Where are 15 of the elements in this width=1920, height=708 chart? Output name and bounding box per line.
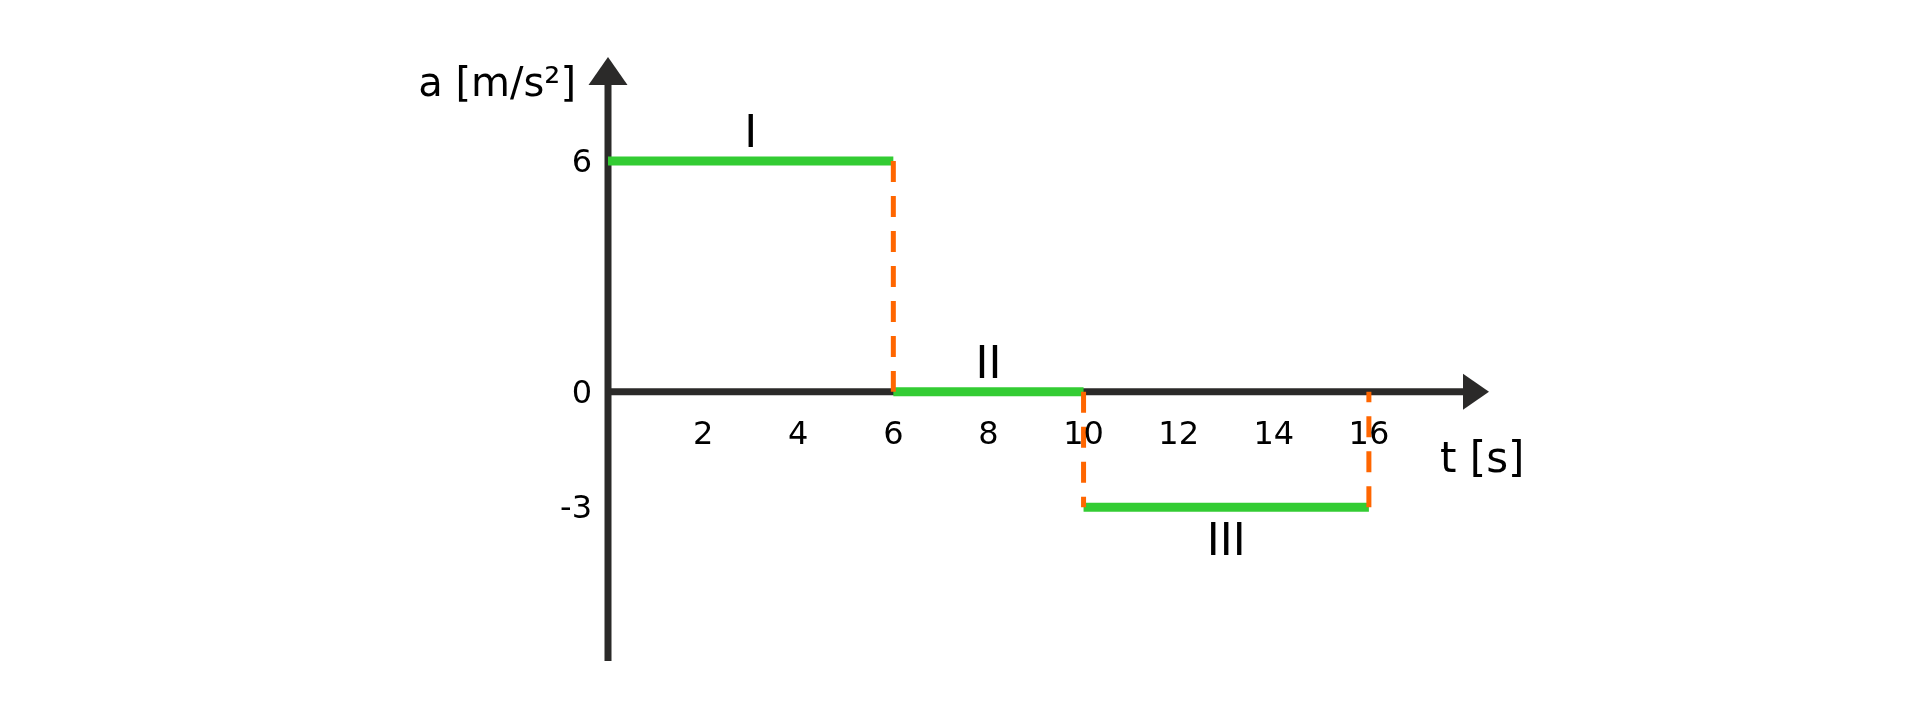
x-tick-label: 14 xyxy=(1253,413,1295,452)
x-tick-label: 16 xyxy=(1348,413,1390,452)
y-axis-title: a [m/s²] xyxy=(418,59,576,105)
y-tick-label: -3 xyxy=(560,488,592,527)
x-tick-label: 6 xyxy=(883,413,904,452)
y-tick-label: 0 xyxy=(571,373,592,412)
annotation: II xyxy=(975,336,1002,388)
x-tick-label: 2 xyxy=(692,413,714,452)
y-tick-label: 6 xyxy=(571,142,592,181)
x-axis-title: t [s] xyxy=(1440,432,1525,482)
x-tick-label: 12 xyxy=(1158,413,1200,452)
annotation: I xyxy=(744,105,758,157)
x-tick-label: 8 xyxy=(978,413,999,452)
annotation: III xyxy=(1206,514,1246,566)
x-tick-label: 4 xyxy=(788,413,809,452)
